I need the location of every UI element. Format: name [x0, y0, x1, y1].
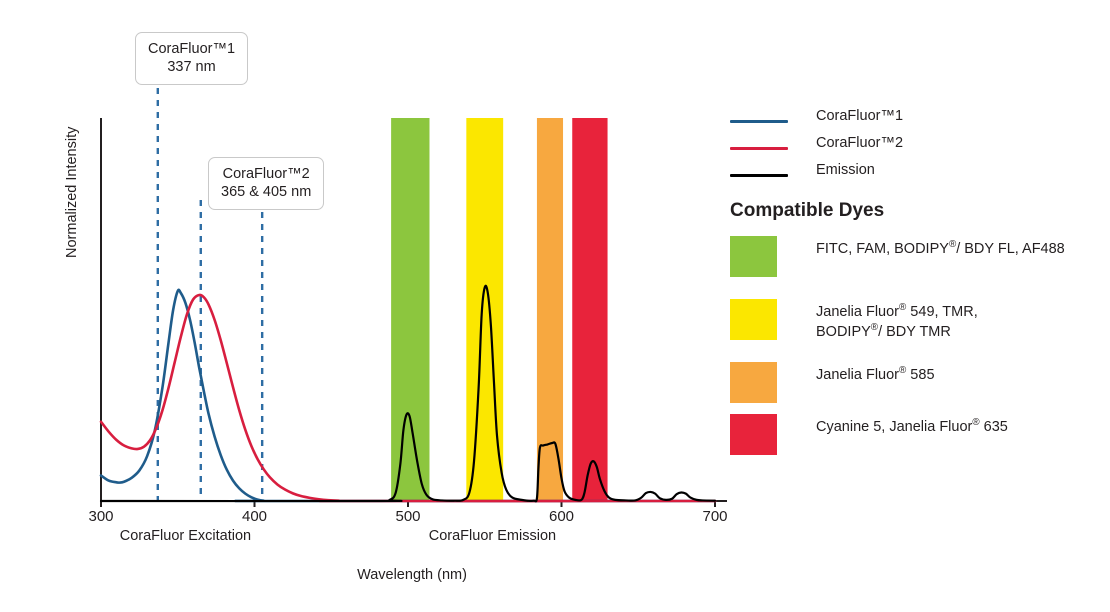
dye-color-swatch — [730, 414, 777, 455]
dye-item-label: FITC, FAM, BODIPY®/ BDY FL, AF488 — [816, 239, 1065, 257]
x-tick-label-400: 400 — [241, 508, 268, 525]
x-axis-sublabel-excitation: CoraFluor Excitation — [119, 528, 252, 544]
x-tick-label-300: 300 — [88, 508, 114, 525]
curve-emission — [99, 284, 717, 503]
callout-corafluor2: CoraFluor™2 365 & 405 nm — [208, 157, 325, 211]
legend-item-2: Emission — [730, 162, 1110, 189]
callout-corafluor1-value: 337 nm — [167, 59, 216, 76]
series-legend: CoraFluor™1 CoraFluor™2 Emission — [730, 108, 1110, 189]
callout-corafluor1-title: CoraFluor™1 — [148, 41, 236, 57]
red-band — [572, 118, 608, 501]
dye-color-swatch — [730, 362, 777, 403]
dye-color-swatch — [730, 236, 777, 277]
x-axis-sublabel-emission: CoraFluor Emission — [428, 528, 557, 544]
orange-band — [536, 118, 564, 501]
legend-item-label: CoraFluor™2 — [816, 135, 904, 151]
compatible-dyes-heading: Compatible Dyes — [730, 200, 885, 221]
legend-line-icon — [730, 147, 788, 150]
y-axis-title-text: Normalized Intensity — [64, 126, 80, 258]
spectra-canvas — [99, 88, 727, 507]
legend-line-icon — [730, 174, 788, 177]
callout-corafluor2-value: 365 & 405 nm — [221, 184, 312, 201]
x-tick-label-600: 600 — [548, 508, 575, 525]
x-axis-title: Wavelength (nm) — [357, 567, 467, 583]
x-tick-label-500: 500 — [395, 508, 421, 525]
callout-corafluor2-title: CoraFluor™2 — [222, 166, 310, 182]
green-band — [391, 118, 430, 501]
y-axis-title: Normalized Intensity — [64, 127, 80, 258]
spectra-curves — [99, 284, 717, 503]
dye-item-label: Janelia Fluor® 585 — [816, 365, 935, 383]
legend-item-label: CoraFluor™1 — [816, 108, 904, 124]
plot-area: CoraFluor™1 337 nm CoraFluor™2 365 & 405… — [64, 32, 728, 583]
legend-item-1: CoraFluor™2 — [730, 135, 1110, 162]
legend-item-label: Emission — [816, 162, 875, 178]
compatible-dye-bands — [391, 118, 608, 501]
excitation-marker-lines — [156, 88, 264, 501]
curve-corafluor1 — [99, 288, 717, 503]
legend-item-0: CoraFluor™1 — [730, 108, 1110, 135]
legend-line-icon — [730, 120, 788, 123]
dye-color-swatch — [730, 299, 777, 340]
dye-item-label: Janelia Fluor® 549, TMR, BODIPY®/ BDY TMR — [816, 302, 978, 340]
x-tick-label-700: 700 — [702, 508, 728, 525]
callout-corafluor1: CoraFluor™1 337 nm — [135, 32, 249, 86]
curve-corafluor2 — [99, 293, 717, 503]
dye-item-label: Cyanine 5, Janelia Fluor® 635 — [816, 417, 1008, 435]
